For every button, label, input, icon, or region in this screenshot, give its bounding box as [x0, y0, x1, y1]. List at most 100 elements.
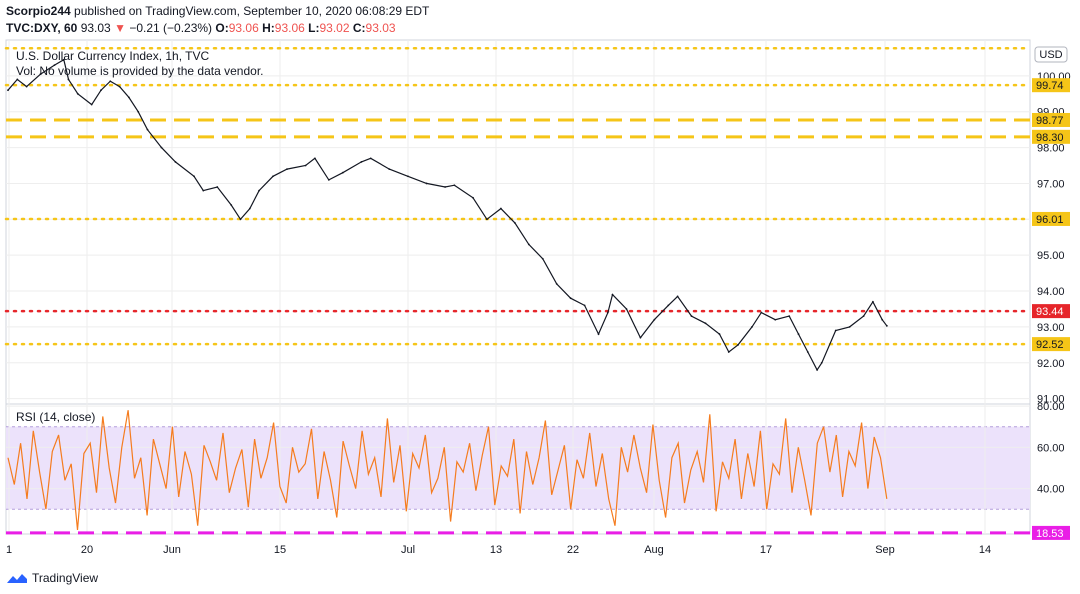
- price-point: [555, 282, 558, 285]
- price-change: −0.21 (−0.23%): [129, 21, 213, 35]
- rsi-y-tick-label: 80.00: [1037, 401, 1065, 413]
- price-point: [625, 308, 628, 310]
- price-point: [862, 315, 865, 318]
- price-point: [118, 85, 121, 88]
- rsi-level-line-badge: [1032, 525, 1070, 540]
- price-point: [881, 318, 884, 321]
- price-point: [202, 189, 205, 192]
- price-point: [834, 329, 837, 332]
- price-point: [127, 96, 130, 99]
- price-point: [718, 333, 721, 335]
- price-point: [653, 318, 656, 321]
- price-point: [737, 343, 739, 346]
- price-point: [513, 221, 516, 224]
- price-point: [774, 318, 777, 321]
- price-point: [62, 58, 65, 61]
- last-price: 93.03: [80, 21, 111, 35]
- currency-badge[interactable]: [1034, 46, 1068, 63]
- level-line-badge: [1032, 337, 1070, 352]
- price-point: [160, 146, 163, 149]
- close-value: 93.03: [365, 21, 396, 35]
- price-point: [472, 196, 474, 199]
- price-point: [425, 182, 428, 185]
- price-point: [90, 103, 93, 106]
- price-y-tick-label: 91.00: [1037, 394, 1065, 406]
- currency-badge-label: USD: [1039, 49, 1062, 61]
- price-point: [611, 293, 614, 296]
- rsi-y-tick-label: 60.00: [1037, 442, 1065, 454]
- price-point: [639, 336, 642, 339]
- price-point: [676, 295, 679, 298]
- rsi-level-line-label: 18.53: [1036, 528, 1064, 540]
- level-line-badge: [1032, 211, 1070, 226]
- price-y-tick-label: 98.00: [1037, 143, 1065, 155]
- price-point: [569, 297, 572, 300]
- rsi-y-tick-label: 40.00: [1037, 484, 1065, 496]
- x-tick-label: Jun: [163, 544, 181, 556]
- price-point: [453, 184, 456, 187]
- price-point: [360, 161, 363, 163]
- price-point: [146, 128, 149, 131]
- price-point: [788, 315, 791, 318]
- price-y-tick-label: 92.00: [1037, 358, 1065, 370]
- price-point: [751, 325, 753, 328]
- price-point: [304, 164, 307, 167]
- high-value: 93.06: [274, 21, 305, 35]
- tradingview-logo-text[interactable]: TradingView: [32, 571, 99, 585]
- level-line-badge: [1032, 129, 1070, 144]
- footer: TradingView: [6, 568, 98, 588]
- open-value: 93.06: [228, 21, 259, 35]
- price-point: [667, 304, 670, 307]
- x-tick-label: 1: [6, 544, 12, 556]
- rsi-line: [7, 410, 888, 530]
- x-tick-label: 14: [979, 544, 991, 556]
- price-point: [7, 89, 9, 92]
- close-label: C:: [352, 21, 366, 35]
- price-point: [820, 361, 823, 364]
- symbol-label: TVC:DXY, 60: [6, 21, 78, 35]
- price-point: [727, 351, 730, 353]
- price-point: [239, 218, 242, 221]
- level-line-badge: [1032, 78, 1070, 93]
- open-label: O:: [215, 21, 229, 35]
- price-pane: [5, 39, 1031, 405]
- publish-info: published on TradingView.com, September …: [74, 4, 430, 18]
- price-point: [16, 78, 19, 81]
- price-point: [606, 311, 609, 314]
- price-point: [500, 207, 502, 210]
- price-point: [314, 157, 316, 160]
- change-arrow-icon: ▼: [114, 21, 126, 35]
- price-point: [872, 300, 874, 303]
- price-point: [100, 89, 102, 92]
- level-line-label: 92.52: [1036, 339, 1064, 351]
- low-value: 93.02: [319, 21, 350, 35]
- price-point: [137, 110, 140, 113]
- price-point: [67, 78, 70, 81]
- ohlc-line: TVC:DXY, 60 93.03 ▼ −0.21 (−0.23%) O:93.…: [6, 21, 396, 35]
- price-point: [174, 161, 177, 163]
- price-point: [885, 324, 888, 327]
- price-point: [230, 204, 233, 206]
- level-line-label: 98.30: [1036, 132, 1064, 144]
- price-point: [76, 92, 79, 95]
- price-y-tick-label: 93.00: [1037, 322, 1065, 334]
- x-tick-label: 13: [490, 544, 502, 556]
- price-point: [327, 178, 330, 181]
- price-point: [109, 80, 112, 83]
- price-point: [486, 218, 488, 221]
- level-line-badge: [1032, 112, 1070, 127]
- x-tick-label: Jul: [401, 544, 415, 556]
- tradingview-logo-icon[interactable]: [6, 571, 28, 585]
- x-tick-label: 22: [567, 544, 579, 556]
- price-point: [248, 207, 251, 210]
- price-point: [444, 186, 446, 188]
- price-point: [341, 171, 344, 174]
- x-tick-label: 15: [274, 544, 286, 556]
- author-name[interactable]: Scorpio244: [6, 4, 71, 18]
- price-point: [388, 168, 391, 171]
- price-point: [704, 322, 707, 325]
- price-point: [541, 257, 544, 260]
- x-tick-label: 20: [81, 544, 93, 556]
- high-label: H:: [262, 21, 275, 35]
